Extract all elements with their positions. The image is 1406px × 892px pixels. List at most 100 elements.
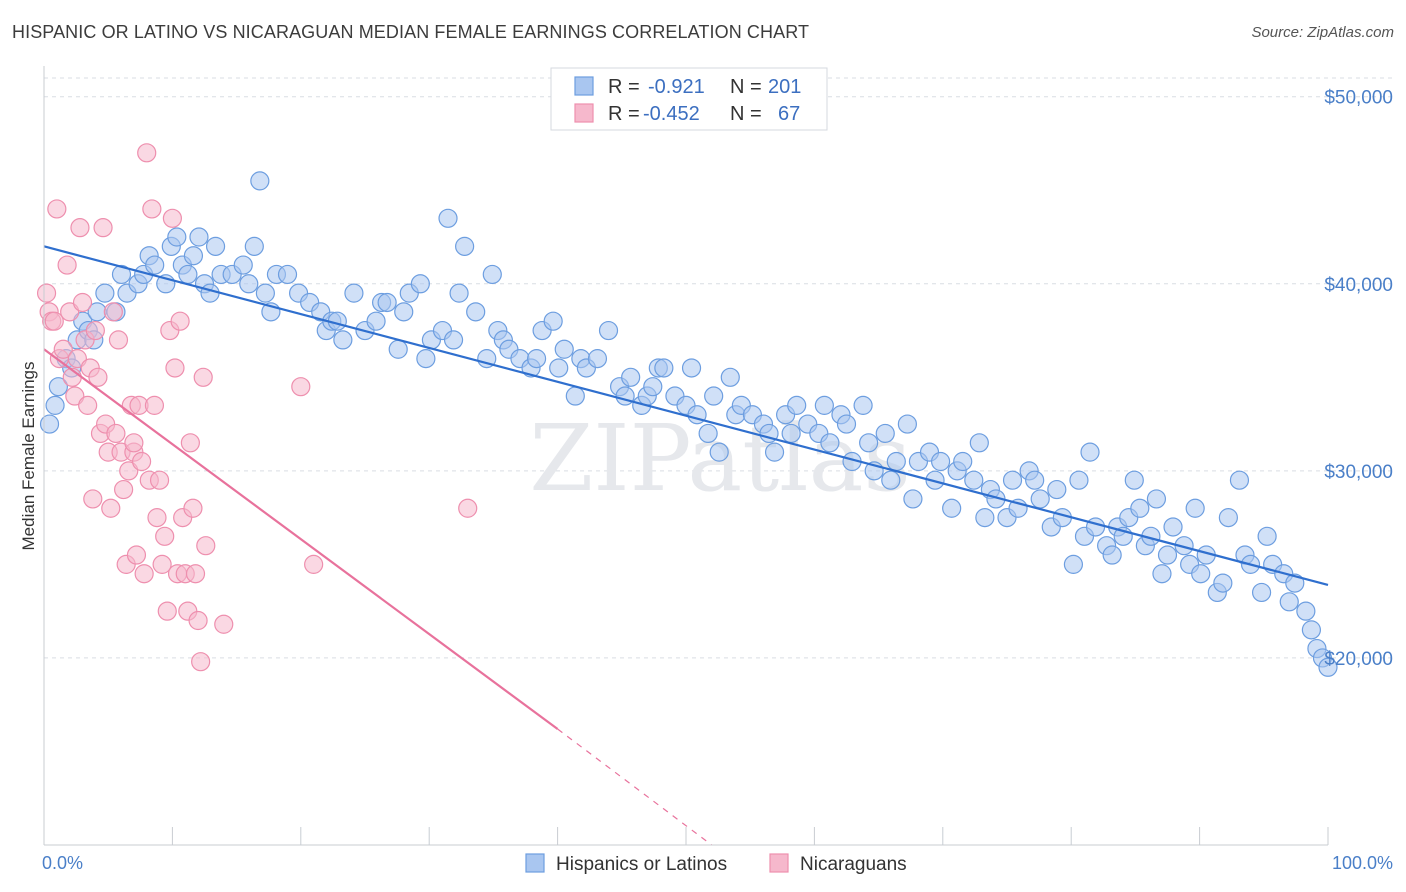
point-hispanic [388,339,408,359]
point-nicaraguan [108,330,129,350]
point-hispanic [565,386,585,406]
source-credit: Source: ZipAtlas.com [1251,24,1394,41]
point-hispanic [1002,470,1023,490]
trend-line-nicaraguan-extension [557,728,713,846]
point-hispanic [39,414,60,434]
point-hispanic [200,283,220,303]
legend-r-label: R = [608,103,640,125]
legend-n-value: 67 [778,103,800,125]
point-hispanic [1025,470,1045,490]
point-hispanic [1279,592,1299,612]
legend-swatch-blue [574,76,594,96]
point-hispanic [930,451,951,472]
point-hispanic [781,423,801,444]
point-hispanic [643,377,663,397]
point-hispanic [720,367,740,387]
point-hispanic [587,349,608,369]
point-hispanic [698,423,718,444]
point-hispanic [1157,545,1178,565]
point-hispanic [1130,498,1150,518]
point-nicaraguan [137,143,157,163]
legend-r-value: -0.921 [648,76,705,98]
point-nicaraguan [196,536,216,556]
point-nicaraguan [162,208,182,228]
point-nicaraguan [124,433,144,453]
y-axis-title: Median Female Earnings [19,362,38,551]
legend-n-value: 201 [768,76,801,98]
point-hispanic [1191,564,1211,584]
point-nicaraguan [214,614,234,634]
point-nicaraguan [134,564,154,584]
point-hispanic [438,208,458,228]
axis-layer: $20,000 $30,000 $40,000 $50,000 0.0% 100.0% [42,66,1393,873]
point-hispanic [764,442,785,462]
point-hispanic [333,330,353,350]
point-hispanic [1063,554,1084,574]
point-hispanic [477,349,497,369]
bottom-legend-label-pink: Nicaraguans [800,854,907,875]
point-nicaraguan [152,554,172,574]
legend-r-label: R = [608,76,640,98]
point-hispanic [410,274,430,294]
point-hispanic [1213,573,1233,593]
point-hispanic [1080,442,1100,462]
point-nicaraguan [119,461,139,481]
legend-n-label: N = [730,76,762,98]
point-hispanic [366,311,386,331]
point-hispanic [145,255,165,275]
point-hispanic [881,470,901,490]
point-nicaraguan [36,283,57,303]
point-hispanic [975,508,995,528]
point-hispanic [250,171,270,191]
point-hispanic [654,358,674,378]
point-nicaraguan [193,367,213,387]
series-legend: Hispanics or Latinos Nicaraguans [525,853,907,875]
point-hispanic [111,264,132,285]
point-hispanic [598,320,619,341]
point-nicaraguan [65,386,85,406]
point-hispanic [1069,470,1089,490]
point-hispanic [1085,517,1106,537]
point-nicaraguan [85,320,105,341]
bottom-legend-swatch-blue [525,853,545,873]
legend-n-label: N = [730,103,762,125]
trend-line-nicaraguan [43,348,559,730]
point-nicaraguan [114,479,134,500]
point-hispanic [953,451,973,472]
point-hispanic [205,236,226,256]
bottom-legend-swatch-pink [769,853,789,873]
point-nicaraguan [188,610,208,631]
point-hispanic [787,395,807,415]
point-hispanic [875,423,895,444]
point-hispanic [1257,526,1277,546]
point-hispanic [1251,582,1272,603]
point-nicaraguan [106,423,126,444]
point-nicaraguan [185,564,206,584]
point-hispanic [1185,498,1205,518]
point-nicaraguan [72,292,93,313]
point-hispanic [621,367,641,387]
legend-r-value: -0.452 [643,103,700,125]
point-nicaraguan [60,302,80,322]
point-hispanic [859,433,879,453]
point-hispanic [526,349,547,369]
point-nicaraguan [78,395,98,415]
point-nicaraguan [126,545,147,565]
point-nicaraguan [70,218,90,238]
point-nicaraguan [191,652,211,672]
point-hispanic [1318,657,1338,677]
point-hispanic [964,470,984,490]
point-nicaraguan [131,451,152,472]
point-hispanic [178,264,198,285]
point-hispanic [836,414,857,434]
correlation-legend: R = -0.921 N = 201 R = -0.452 N = 67 [550,67,828,131]
point-hispanic [942,498,962,518]
point-hispanic [1124,470,1144,490]
point-hispanic [903,489,923,509]
point-hispanic [455,236,475,256]
point-hispanic [554,339,574,359]
point-hispanic [449,283,469,303]
point-nicaraguan [180,433,200,453]
point-hispanic [95,283,115,303]
